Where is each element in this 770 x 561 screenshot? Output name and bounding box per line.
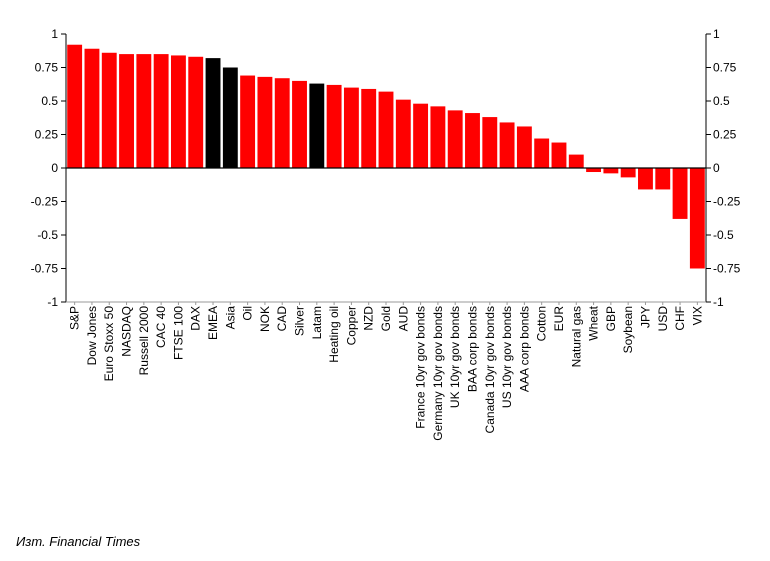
- category-label: Dow Jones: [85, 306, 99, 365]
- category-label: CHF: [673, 306, 687, 331]
- category-label: AUD: [396, 306, 410, 332]
- y-tick-label-right: -0.25: [713, 195, 741, 209]
- bar-ftse-100: [170, 55, 186, 168]
- category-label: Oil: [241, 306, 255, 321]
- bar-vix: [689, 168, 705, 269]
- bar-cotton: [534, 138, 550, 168]
- bar-nzd: [361, 88, 377, 168]
- correlation-bar-chart: 1 0.75 0.5 0.25 0 -0.25 -0.5 -0.75 -1 1 0.75 0.5 0.…: [31, 27, 741, 441]
- bar-cad: [274, 78, 290, 168]
- category-label: Soybean: [621, 306, 635, 353]
- y-tick-label-left: 0.25: [35, 128, 59, 142]
- y-tick-label-right: 0.25: [713, 128, 737, 142]
- y-tick-label-right: 0.5: [713, 94, 730, 108]
- y-tick-label-left: -0.75: [31, 262, 59, 276]
- y-tick-label-right: 0.75: [713, 61, 737, 75]
- bar-canada-10yr-gov-bonds: [482, 117, 498, 168]
- y-axis-left: 1 0.75 0.5 0.25 0 -0.25 -0.5 -0.75 -1: [31, 27, 66, 309]
- category-label: Latam: [310, 306, 324, 339]
- y-tick-label-right: -0.75: [713, 262, 741, 276]
- bar-uk-10yr-gov-bonds: [447, 110, 463, 168]
- bar-euro-stoxx-50: [101, 52, 117, 169]
- bar-latam: [309, 83, 325, 168]
- category-label: EUR: [552, 306, 566, 332]
- category-label: Heating oil: [327, 306, 341, 363]
- category-label: US 10yr gov bonds: [500, 306, 514, 408]
- category-label: USD: [656, 306, 670, 332]
- bar-cac-40: [153, 54, 169, 168]
- category-label: Silver: [293, 306, 307, 336]
- bar-us-10yr-gov-bonds: [499, 122, 515, 168]
- bar-natural-gas: [568, 154, 584, 168]
- category-label: AAA corp bonds: [517, 306, 531, 392]
- y-tick-label-left: 1: [51, 27, 58, 41]
- bar-chf: [672, 168, 688, 219]
- y-tick-label-left: -0.25: [31, 195, 59, 209]
- y-tick-label-left: 0.5: [41, 94, 58, 108]
- bar-asia: [222, 67, 238, 168]
- category-label: Copper: [344, 306, 358, 345]
- category-label: Cotton: [535, 306, 549, 341]
- category-label: CAD: [275, 306, 289, 332]
- bar-s-p: [67, 44, 83, 168]
- category-label: Gold: [379, 306, 393, 331]
- y-tick-label-right: -1: [713, 295, 724, 309]
- bar-dow-jones: [84, 48, 100, 168]
- category-label: Wheat: [587, 305, 601, 340]
- category-label: Canada 10yr gov bonds: [483, 306, 497, 433]
- y-axis-right: 1 0.75 0.5 0.25 0 -0.25 -0.5 -0.75 -1: [706, 27, 741, 309]
- category-label: CAC 40: [154, 306, 168, 348]
- category-label: FTSE 100: [171, 306, 185, 360]
- category-label: NASDAQ: [120, 306, 134, 357]
- bar-russell-2000: [136, 54, 152, 168]
- y-tick-label-left: -1: [47, 295, 58, 309]
- bar-soybean: [620, 168, 636, 178]
- y-tick-label-right: -0.5: [713, 228, 734, 242]
- bar-gbp: [603, 168, 619, 174]
- category-label: Euro Stoxx 50: [102, 306, 116, 382]
- bar-dax: [188, 56, 204, 168]
- source-note: Изт. Financial Times: [16, 534, 141, 549]
- bar-nok: [257, 76, 273, 168]
- bar-copper: [343, 87, 359, 168]
- bar-germany-10yr-gov-bonds: [430, 106, 446, 168]
- category-label: NZD: [362, 306, 376, 331]
- bar-oil: [240, 75, 256, 168]
- y-tick-label-left: -0.5: [37, 228, 58, 242]
- y-tick-label-right: 0: [713, 161, 720, 175]
- bar-wheat: [586, 168, 602, 173]
- bar-france-10yr-gov-bonds: [413, 103, 429, 168]
- category-label: NOK: [258, 306, 272, 332]
- category-label: Asia: [223, 306, 237, 330]
- category-label: Natural gas: [569, 306, 583, 367]
- bar-silver: [292, 80, 307, 168]
- category-label: France 10yr gov bonds: [414, 306, 428, 429]
- bar-jpy: [638, 168, 653, 190]
- bar-heating-oil: [326, 84, 342, 168]
- bar-gold: [378, 91, 394, 168]
- bar-aaa-corp-bonds: [516, 126, 532, 168]
- bar-series: [67, 44, 705, 269]
- category-label: Russell 2000: [137, 306, 151, 376]
- bar-nasdaq: [119, 54, 134, 168]
- bar-emea: [205, 58, 221, 169]
- bar-baa-corp-bonds: [465, 113, 480, 168]
- bar-aud: [395, 99, 411, 168]
- category-label: EMEA: [206, 306, 220, 340]
- category-label: BAA corp bonds: [465, 306, 479, 392]
- category-label: GBP: [604, 306, 618, 331]
- bar-eur: [551, 142, 567, 168]
- y-tick-label-right: 1: [713, 27, 720, 41]
- category-label: Germany 10yr gov bonds: [431, 306, 445, 441]
- y-tick-label-left: 0: [51, 161, 58, 175]
- category-label: DAX: [189, 306, 203, 331]
- category-label: JPY: [638, 306, 652, 328]
- category-label: VIX: [690, 306, 704, 325]
- category-label: S&P: [68, 306, 82, 330]
- category-label: UK 10yr gov bonds: [448, 306, 462, 408]
- bar-usd: [655, 168, 671, 190]
- category-labels: S&P Dow Jones Euro Stoxx 50 NASDAQ Russell 2…: [68, 302, 704, 441]
- y-tick-label-left: 0.75: [35, 61, 59, 75]
